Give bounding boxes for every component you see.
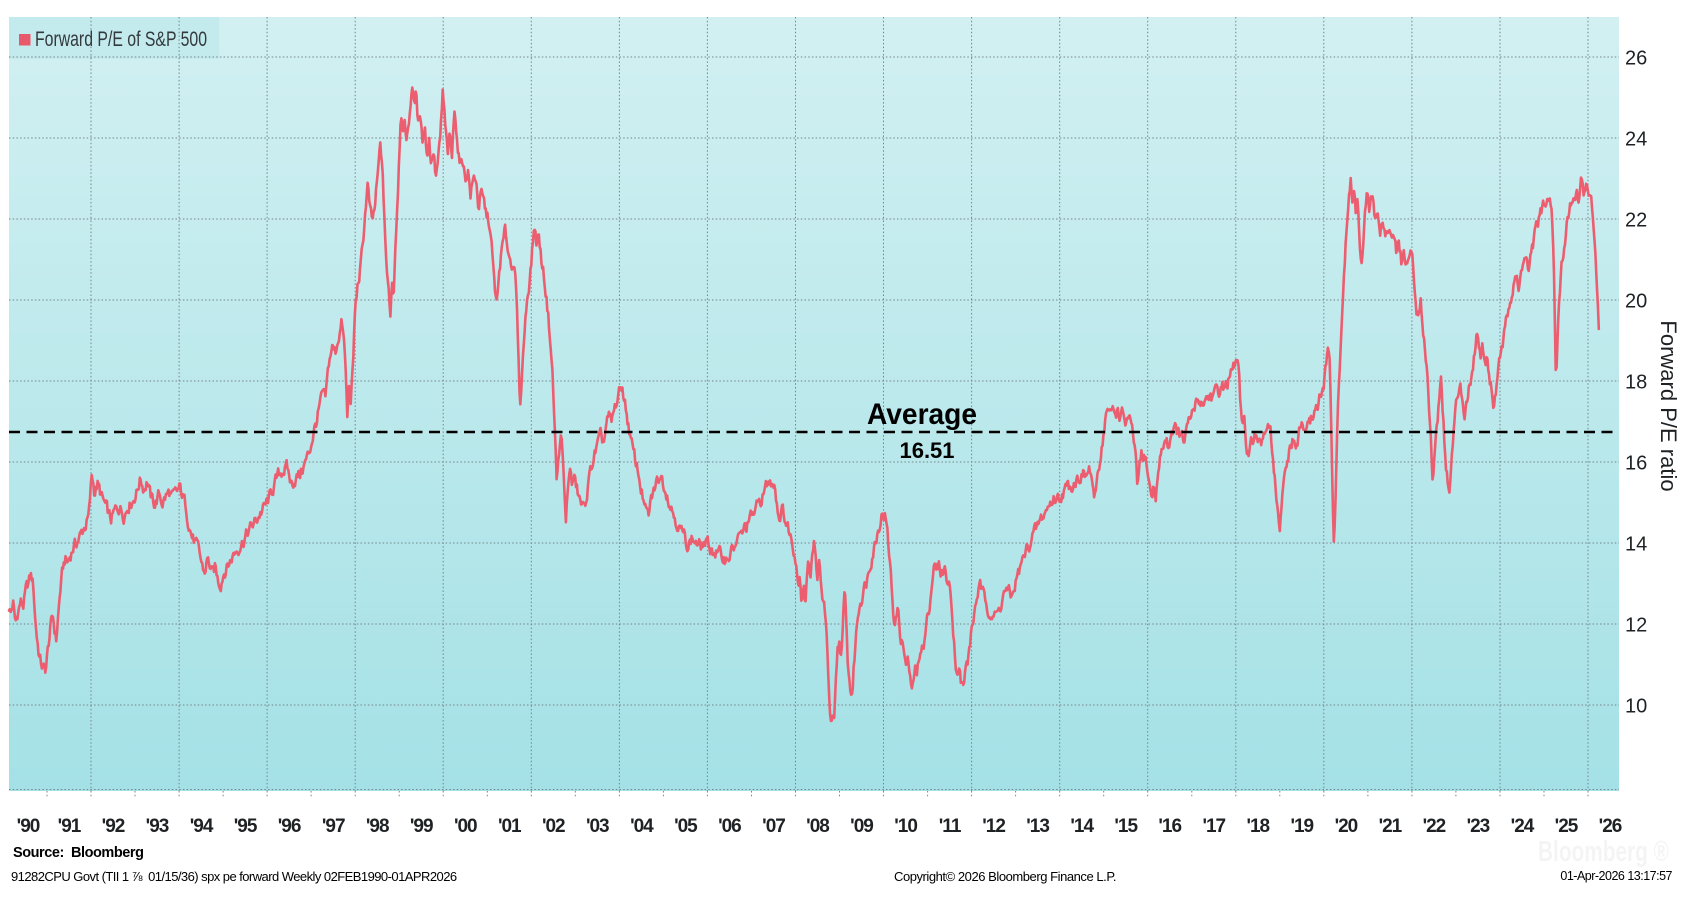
svg-text:Forward P/E of S&P 500: Forward P/E of S&P 500 (35, 28, 207, 51)
svg-text:'12: '12 (982, 816, 1005, 837)
svg-text:'18: '18 (1246, 816, 1269, 837)
svg-text:'04: '04 (630, 816, 654, 837)
svg-text:24: 24 (1625, 129, 1647, 151)
svg-text:'22: '22 (1423, 816, 1446, 837)
svg-text:'10: '10 (894, 816, 917, 837)
svg-text:12: 12 (1625, 615, 1647, 637)
svg-text:16: 16 (1625, 453, 1647, 475)
svg-text:'00: '00 (454, 816, 477, 837)
svg-text:'16: '16 (1158, 816, 1181, 837)
svg-text:'06: '06 (718, 816, 741, 837)
svg-text:22: 22 (1625, 210, 1647, 232)
svg-text:'09: '09 (850, 816, 873, 837)
svg-text:26: 26 (1625, 48, 1647, 70)
svg-text:'08: '08 (806, 816, 829, 837)
svg-text:'20: '20 (1335, 816, 1358, 837)
svg-text:'24: '24 (1511, 816, 1535, 837)
svg-text:14: 14 (1625, 534, 1647, 556)
svg-text:'92: '92 (102, 816, 125, 837)
svg-text:'99: '99 (410, 816, 433, 837)
svg-text:'01: '01 (498, 816, 522, 837)
svg-text:10: 10 (1625, 696, 1647, 718)
svg-text:'17: '17 (1202, 816, 1225, 837)
svg-text:'94: '94 (190, 816, 214, 837)
svg-text:'26: '26 (1599, 816, 1622, 837)
svg-text:'97: '97 (322, 816, 345, 837)
svg-text:'07: '07 (762, 816, 785, 837)
svg-text:'23: '23 (1467, 816, 1490, 837)
svg-text:Bloomberg ®: Bloomberg ® (1538, 836, 1669, 868)
svg-text:'25: '25 (1555, 816, 1579, 837)
svg-text:'13: '13 (1026, 816, 1049, 837)
svg-text:'95: '95 (234, 816, 258, 837)
svg-text:18: 18 (1625, 372, 1647, 394)
svg-text:'02: '02 (542, 816, 565, 837)
svg-text:'15: '15 (1114, 816, 1138, 837)
svg-text:'11: '11 (939, 816, 962, 837)
svg-text:Forward P/E ratio: Forward P/E ratio (1656, 320, 1681, 491)
svg-text:Average: Average (867, 398, 977, 431)
svg-text:'90: '90 (17, 816, 40, 837)
svg-text:'19: '19 (1290, 816, 1313, 837)
svg-text:'21: '21 (1379, 816, 1403, 837)
svg-text:'03: '03 (586, 816, 609, 837)
svg-text:'91: '91 (58, 816, 82, 837)
svg-text:'05: '05 (674, 816, 698, 837)
svg-text:'93: '93 (146, 816, 169, 837)
svg-text:'14: '14 (1070, 816, 1094, 837)
svg-text:'98: '98 (366, 816, 389, 837)
svg-text:20: 20 (1625, 291, 1647, 313)
svg-text:16.51: 16.51 (899, 438, 954, 463)
svg-text:'96: '96 (278, 816, 301, 837)
